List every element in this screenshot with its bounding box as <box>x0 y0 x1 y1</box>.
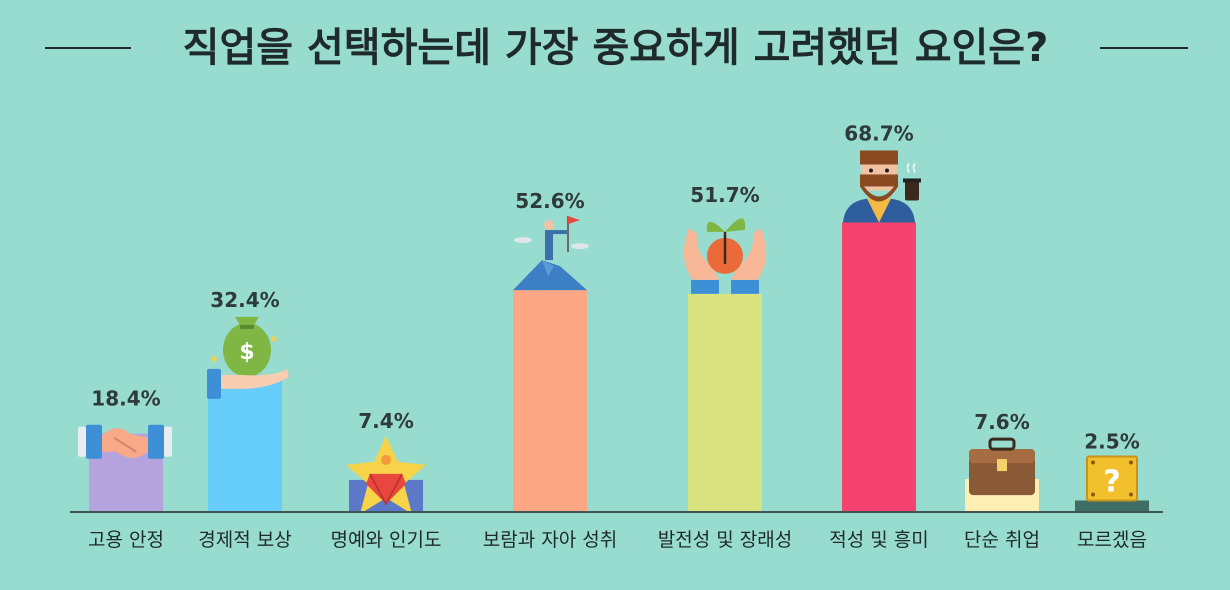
category-label-4: 보람과 자아 성취 <box>483 529 617 551</box>
title-row: 직업을 선택하는데 가장 중요하게 고려했던 요인은? <box>0 18 1230 78</box>
value-label-3: 7.4% <box>358 409 413 433</box>
title-divider-left <box>45 47 131 49</box>
category-label-3: 명예와 인기도 <box>331 529 442 551</box>
category-label-5: 발전성 및 장래성 <box>658 529 792 551</box>
category-label-1: 고용 안정 <box>88 529 164 551</box>
title-divider-right <box>1100 47 1188 49</box>
money-bag-hand-icon: $ <box>207 316 289 399</box>
bar-5 <box>688 293 762 511</box>
svg-text:$: $ <box>239 340 254 365</box>
svg-text:?: ? <box>1103 465 1120 500</box>
category-label-6: 적성 및 흥미 <box>829 529 928 551</box>
category-label-2: 경제적 보상 <box>198 529 291 551</box>
bar-8 <box>1075 500 1149 511</box>
value-label-5: 51.7% <box>690 183 759 207</box>
question-block-icon: ? <box>1086 455 1138 502</box>
value-label-1: 18.4% <box>91 387 160 411</box>
bar-6 <box>842 222 916 511</box>
value-label-7: 7.6% <box>974 410 1029 434</box>
briefcase-icon <box>969 437 1035 496</box>
category-label-7: 단순 취업 <box>964 529 1040 551</box>
chart-title: 직업을 선택하는데 가장 중요하게 고려했던 요인은? <box>182 25 1049 71</box>
value-label-4: 52.6% <box>515 189 584 213</box>
value-label-2: 32.4% <box>210 288 279 312</box>
value-label-8: 2.5% <box>1084 430 1139 454</box>
handshake-icon <box>78 424 172 459</box>
category-label-8: 모르겠음 <box>1077 529 1147 551</box>
value-label-6: 68.7% <box>844 121 913 145</box>
hands-sprout-icon <box>683 218 767 294</box>
mountain-flag-person-icon <box>513 216 589 291</box>
star-gem-icon <box>346 435 426 514</box>
bearded-man-coffee-icon <box>843 150 921 223</box>
bar-4 <box>513 290 587 511</box>
